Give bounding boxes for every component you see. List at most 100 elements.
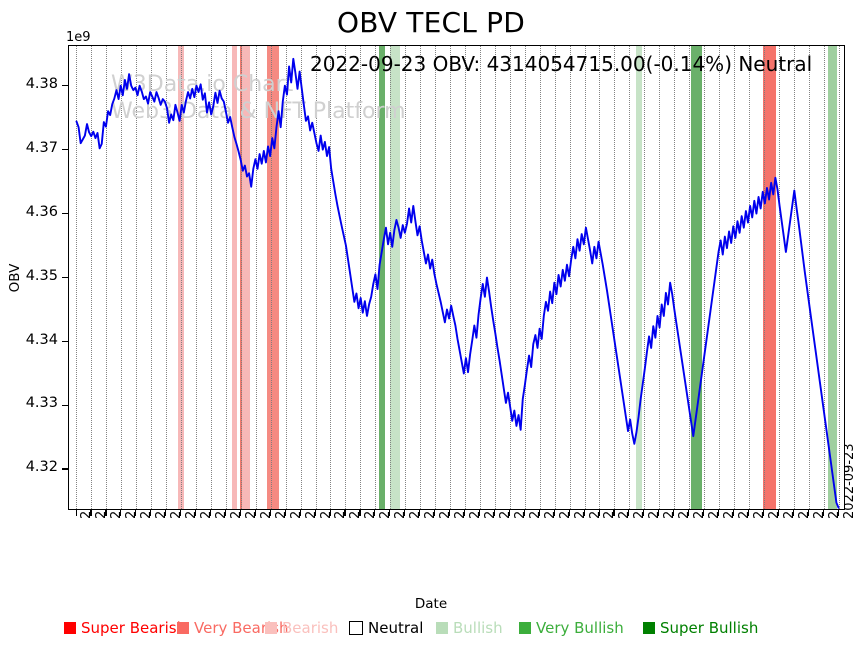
gridline-vertical [91,46,93,509]
signal-band [241,46,251,509]
gridline-vertical [763,46,766,509]
x-tick-mark [777,510,779,516]
legend-item[interactable]: Neutral [349,618,423,638]
gridline-vertical [420,46,422,509]
gridline-vertical [76,46,78,509]
gridline-vertical [569,46,572,509]
x-tick-mark [718,510,720,516]
gridline-vertical [464,46,467,509]
gridline-vertical [554,46,557,509]
y-tick-mark [62,212,68,214]
gridline-vertical [614,46,616,509]
x-tick-mark [613,510,615,516]
gridline-vertical [674,46,676,509]
gridline-vertical [509,46,512,509]
signal-band [763,46,777,509]
legend-item[interactable]: Bullish [436,618,503,638]
x-tick-mark [180,510,182,516]
gridline-vertical [270,46,273,509]
gridline-vertical [106,46,108,509]
x-axis-title: Date [414,596,448,612]
x-tick-mark [150,510,152,516]
gridline-vertical [285,46,288,509]
x-tick-mark [523,510,525,516]
obv-line-series [75,57,840,509]
y-tick-label: 4.37 [25,139,58,156]
y-axis-offset-label: 1e9 [66,30,91,45]
x-tick-mark [120,510,122,516]
legend-label: Very Bullish [536,618,624,637]
x-tick-mark [344,510,346,516]
gridline-vertical [225,46,228,509]
gridline-vertical [479,46,482,509]
gridline-vertical [196,46,198,509]
x-tick-mark [732,510,735,516]
gridline-vertical [181,46,183,509]
gridline-vertical [255,46,258,509]
legend-swatch-icon [64,622,76,634]
legend-item[interactable]: Super Bearish [64,618,186,638]
gridline-vertical [748,46,751,509]
y-tick-label: 4.38 [25,75,58,92]
signal-band [267,46,279,509]
x-tick-mark [359,510,361,516]
gridline-vertical [539,46,542,509]
gridline-vertical [390,46,392,509]
x-tick-mark [210,510,212,516]
x-tick-mark [658,510,660,516]
grid-layer [69,46,844,509]
x-tick-mark [314,510,316,516]
gridline-vertical [659,46,661,509]
gridline-vertical [330,46,332,509]
gridline-vertical [450,46,452,509]
chart-legend: Super Bearish Very Bearish Bearish Neutral B… [0,618,862,640]
gridline-vertical [584,46,587,509]
y-tick-label: 4.34 [25,331,58,348]
gridline-vertical [838,46,841,509]
x-tick-mark [643,510,645,516]
x-tick-mark [165,510,167,516]
x-tick-mark [568,510,570,516]
gridline-vertical [793,46,796,509]
y-tick-label: 4.35 [25,267,58,284]
legend-swatch-icon [519,622,531,634]
gridline-vertical [151,46,153,509]
x-tick-mark [553,510,555,516]
gridline-vertical [360,46,362,509]
y-tick-mark [62,340,68,342]
plot-area[interactable]: W3Data.io Chart Web3 Data & NFT Platform [68,45,845,510]
legend-label: Bullish [453,618,503,637]
x-tick-mark [703,510,705,516]
x-tick-mark [75,510,77,516]
gridline-vertical [599,46,601,509]
legend-item[interactable]: Very Bullish [519,618,624,638]
legend-label: Super Bullish [660,618,759,637]
legend-swatch-icon [177,622,189,634]
x-tick-mark [762,510,764,516]
x-tick-mark [628,510,630,516]
gridline-vertical [345,46,347,509]
y-tick-label: 4.33 [25,395,58,412]
legend-item[interactable]: Very Bearish [177,618,289,638]
gridline-vertical [629,46,631,509]
x-tick-mark [807,510,809,516]
legend-label: Very Bearish [194,618,289,637]
gridline-vertical [136,46,138,509]
gridline-vertical [689,46,691,509]
legend-item[interactable]: Super Bullish [643,618,758,638]
signal-band [379,46,385,509]
signal-band [636,46,643,509]
legend-item[interactable]: Bearish [265,618,338,638]
x-tick-mark [374,510,376,516]
x-tick-mark [822,510,824,516]
gridline-vertical [644,46,646,509]
x-tick-mark [404,510,406,516]
legend-label: Super Bearish [81,618,187,637]
gridline-vertical [823,46,826,509]
signal-band [178,46,184,509]
x-tick-mark [688,510,690,516]
x-tick-mark [583,510,585,516]
gridline-vertical [121,46,123,509]
x-tick-mark [464,510,466,516]
